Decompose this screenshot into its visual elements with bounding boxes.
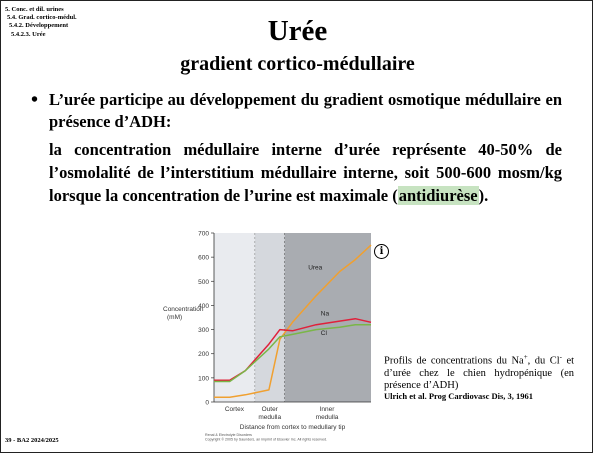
series-label-cl: Cl xyxy=(321,330,328,337)
slide-subtitle: gradient cortico-médullaire xyxy=(180,53,415,75)
highlighted-term: antidiurèse xyxy=(397,186,479,205)
caption-part-3: et d’urée chez le chien hydropénique (en… xyxy=(384,355,575,391)
breadcrumb-level-3: 5.4.2. Développement xyxy=(9,22,69,30)
series-label-urea: Urea xyxy=(308,265,322,272)
slide-title: Urée xyxy=(267,15,328,47)
y-tick-label-4: 400 xyxy=(198,303,209,310)
y-tick-label-0: 0 xyxy=(205,400,209,407)
bullet-marker: • xyxy=(31,89,39,111)
region-label-cortex: Cortex xyxy=(225,406,245,413)
y-axis-label: Concentration xyxy=(163,306,204,313)
breadcrumb-level-1: 5. Conc. et dil. urines xyxy=(5,6,64,13)
page-number: 39 - BA2 2024/2025 xyxy=(5,437,59,444)
y-tick-label-7: 700 xyxy=(198,231,209,238)
figure-caption: Profils de concentrations du Na+, du Cl-… xyxy=(384,351,574,392)
detail-paragraph: la concentration médullaire interne d’ur… xyxy=(49,138,562,207)
bullet-text: L’urée participe au développement du gra… xyxy=(49,90,562,131)
y-tick-label-5: 500 xyxy=(198,279,209,286)
info-circle-icon[interactable]: i xyxy=(374,244,389,259)
y-tick-label-2: 200 xyxy=(198,351,209,358)
breadcrumb-level-4: 5.4.2.3. Urée xyxy=(11,30,46,38)
region-outer-medulla-bg xyxy=(254,233,285,402)
detail-text-end: ). xyxy=(478,186,489,205)
region-cortex-bg xyxy=(214,233,255,402)
chart-svg: 0 100 200 300 400 500 600 700 Concentration(mM) C… xyxy=(163,231,372,442)
y-tick-label-6: 600 xyxy=(198,255,209,262)
concentration-chart: 0 100 200 300 400 500 600 700 Concentration (mM) C… xyxy=(159,223,379,445)
caption-sup-2: - xyxy=(559,353,562,361)
region-inner-medulla-bg xyxy=(284,233,371,402)
caption-part-1: Profils de concentrations du Na xyxy=(384,355,524,367)
figure-reference: Ulrich et al. Prog Cardiovasc Dis, 3, 19… xyxy=(384,391,534,401)
region-label-inner-medulla-2: medulla xyxy=(316,414,339,421)
breadcrumb: 5. Conc. et dil. urines 5.4. Grad. corti… xyxy=(5,6,77,39)
x-axis-label: Distance from cortex to medullary tip xyxy=(240,424,346,431)
y-tick-label-3: 300 xyxy=(198,327,209,334)
caption-sup-1: + xyxy=(523,353,528,361)
region-label-outer-medulla: Outer xyxy=(262,406,279,413)
y-axis-unit: (mM) xyxy=(167,314,182,321)
chart-footer-1: Copyright © 2005 by Saunders, an imprint… xyxy=(205,438,327,442)
y-tick-label-1: 100 xyxy=(198,375,209,382)
region-label-inner-medulla: Inner xyxy=(320,406,336,413)
series-label-na: Na xyxy=(321,311,330,318)
region-label-outer-medulla-2: medulla xyxy=(258,414,281,421)
caption-part-2: , du Cl xyxy=(527,355,560,367)
chart-footer-0: Renal & Electrolyte Disorders xyxy=(205,433,252,437)
series-line-cl xyxy=(214,323,371,383)
detail-text: la concentration médullaire interne d’ur… xyxy=(49,140,562,205)
breadcrumb-level-2: 5.4. Grad. cortico-médul. xyxy=(7,14,77,22)
